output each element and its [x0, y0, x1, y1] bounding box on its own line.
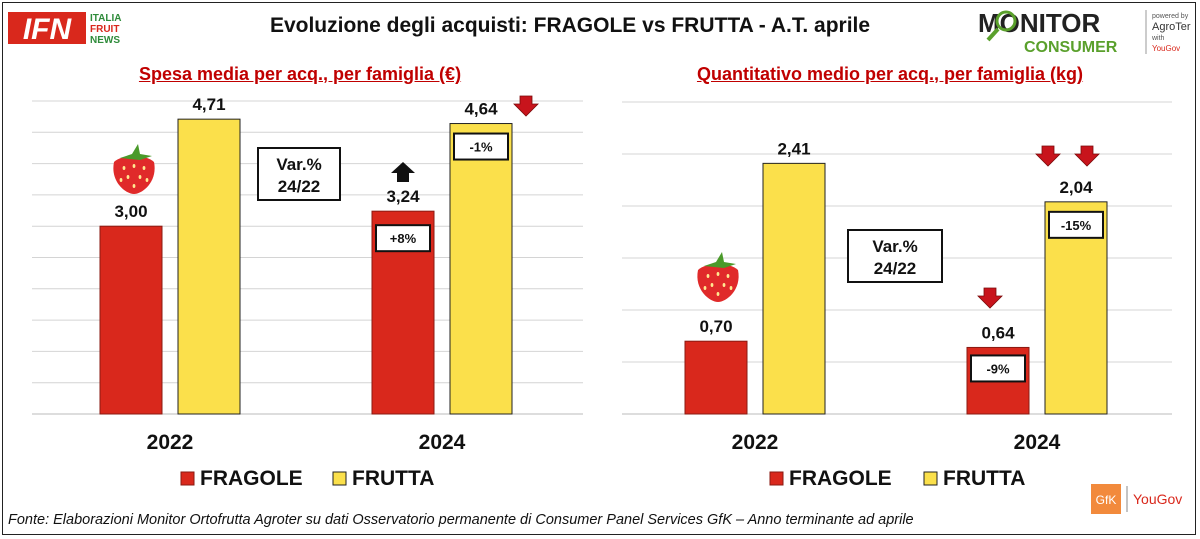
- x-tick-label: 2024: [419, 431, 466, 454]
- yougov-small: YouGov: [1152, 44, 1180, 53]
- change-box-fragole: [970, 354, 1026, 383]
- change-box-frutta: [1048, 210, 1104, 239]
- bar-fragole-2022: [684, 340, 748, 415]
- strawberry-seed: [145, 178, 149, 182]
- legend-swatch-frutta: [332, 471, 347, 486]
- source-note: Fonte: Elaborazioni Monitor Ortofrutta A…: [8, 512, 914, 528]
- monitor-consumer-logo: MONITOR CONSUMER powered by AgroTer with…: [976, 6, 1191, 58]
- ifn-line3: NEWS: [90, 35, 120, 46]
- strawberry-icon: [697, 252, 739, 302]
- ifn-mark: IFN: [23, 13, 73, 46]
- strawberry-seed: [729, 286, 733, 290]
- data-label: 2,04: [1059, 178, 1093, 197]
- strawberry-seed: [126, 175, 130, 179]
- strawberry-body: [697, 264, 739, 302]
- powered-by: powered by: [1152, 13, 1189, 20]
- var-box-line1: Var.%: [276, 155, 321, 174]
- page-title: Evoluzione degli acquisti: FRAGOLE vs FR…: [269, 14, 871, 37]
- data-label: 3,00: [114, 202, 147, 221]
- left-chart-title: Spesa media per acq., per famiglia (€): [138, 64, 462, 84]
- legend-label-fragole: FRAGOLE: [200, 467, 303, 490]
- data-label: 3,24: [386, 187, 420, 206]
- right-chart: 0,70 2,41 2022 0,64 2,04 2024 -9% -15% Var.% 24/2…: [622, 101, 1172, 490]
- legend-swatch-fragole: [769, 471, 784, 486]
- down-arrow-icon: [513, 95, 539, 117]
- change-label: -9%: [986, 361, 1010, 376]
- bar-frutta-2024: [449, 123, 513, 415]
- data-label: 0,70: [699, 317, 732, 336]
- strawberry-icon: [113, 144, 155, 194]
- strawberry-body: [113, 156, 155, 194]
- down-arrow-icon: [977, 287, 1003, 309]
- var-box: [257, 147, 341, 201]
- strawberry-seed: [703, 286, 707, 290]
- strawberry-seed: [132, 164, 136, 168]
- agroter-word: AgroTer: [1152, 21, 1191, 33]
- legend-label-frutta: FRUTTA: [943, 467, 1025, 490]
- var-box-line1: Var.%: [872, 237, 917, 256]
- legend-label-frutta: FRUTTA: [352, 467, 434, 490]
- change-label: -1%: [469, 140, 493, 155]
- strawberry-seed: [710, 283, 714, 287]
- legend-swatch-frutta: [923, 471, 938, 486]
- legend-swatch-fragole: [180, 471, 195, 486]
- consumer-word: CONSUMER: [1024, 39, 1118, 56]
- data-label: 4,71: [192, 95, 225, 114]
- magnifier-icon: [995, 10, 1017, 32]
- x-tick-label: 2022: [147, 431, 194, 454]
- strawberry-seed: [132, 184, 136, 188]
- bar-fragole-2022: [99, 225, 163, 415]
- right-chart-title: Quantitativo medio per acq., per famigli…: [696, 64, 1084, 84]
- ifn-line2: FRUIT: [90, 24, 119, 35]
- x-tick-label: 2022: [732, 431, 779, 454]
- change-box-frutta: [453, 132, 509, 161]
- ifn-line1: ITALIA: [90, 13, 121, 24]
- strawberry-seed: [716, 292, 720, 296]
- gfk-yougov-logo: GfK YouGov: [1091, 484, 1191, 516]
- strawberry-leaves: [704, 252, 736, 268]
- strawberry-leaves: [120, 144, 152, 160]
- strawberry-seed: [138, 175, 142, 179]
- strawberry-seed: [722, 283, 726, 287]
- change-label: -15%: [1061, 218, 1092, 233]
- strawberry-seed: [726, 274, 730, 278]
- strawberry-seed: [119, 178, 123, 182]
- up-arrow-icon: [391, 162, 415, 182]
- down-arrow-icon: [1035, 145, 1061, 167]
- strawberry-seed: [142, 166, 146, 170]
- var-box: [847, 229, 943, 283]
- var-box-line2: 24/22: [278, 177, 321, 196]
- down-arrow-icon: [1074, 145, 1100, 167]
- ifn-logo: IFN ITALIA FRUIT NEWS: [8, 10, 132, 46]
- change-label: +8%: [390, 231, 417, 246]
- change-box-fragole: [375, 224, 431, 253]
- with-word: with: [1151, 35, 1165, 42]
- gfk-word: GfK: [1096, 493, 1117, 507]
- yougov-word: YouGov: [1133, 491, 1182, 507]
- strawberry-seed: [716, 272, 720, 276]
- left-chart: 3,00 4,71 2022 3,24 4,64 2024 +8% -1% Var.% 24/22…: [32, 95, 583, 490]
- data-label: 2,41: [777, 139, 810, 158]
- strawberry-seed: [122, 166, 126, 170]
- legend-label-fragole: FRAGOLE: [789, 467, 892, 490]
- x-tick-label: 2024: [1014, 431, 1061, 454]
- strawberry-seed: [706, 274, 710, 278]
- var-box-line2: 24/22: [874, 259, 917, 278]
- data-label: 0,64: [981, 323, 1015, 342]
- data-label: 4,64: [464, 100, 498, 119]
- bar-frutta-2022: [762, 162, 826, 415]
- bar-frutta-2022: [177, 118, 241, 415]
